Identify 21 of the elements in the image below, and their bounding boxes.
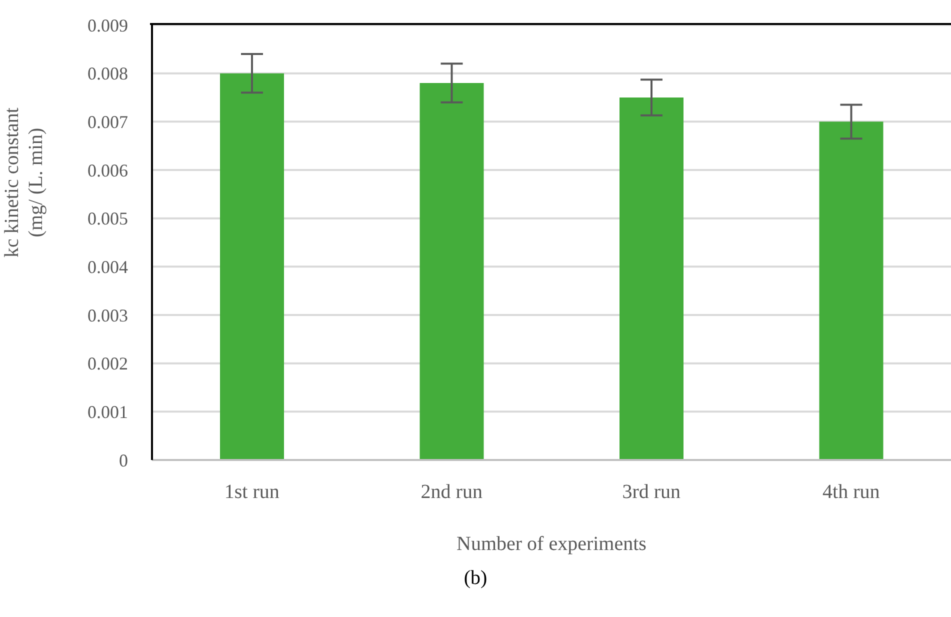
bar bbox=[620, 98, 684, 460]
y-tick-label: 0.007 bbox=[88, 112, 128, 132]
bar bbox=[420, 83, 484, 460]
y-tick-label: 0.001 bbox=[88, 402, 128, 422]
bar bbox=[220, 73, 284, 460]
x-tick-label: 4th run bbox=[822, 481, 880, 504]
y-tick-label: 0.005 bbox=[88, 208, 128, 229]
x-tick-label: 2nd run bbox=[420, 481, 482, 504]
y-tick-label: 0 bbox=[119, 450, 128, 470]
y-tick-label: 0.009 bbox=[88, 15, 128, 36]
x-tick-label: 3rd run bbox=[622, 481, 681, 504]
bar bbox=[819, 122, 884, 460]
y-tick-label: 0.006 bbox=[88, 160, 128, 180]
y-tick-label: 0.004 bbox=[88, 257, 128, 278]
y-axis-title: kc kinetic constant (mg/ (L. min) bbox=[1, 107, 47, 258]
text: (b) bbox=[462, 567, 488, 590]
x-axis-title: Number of experiments bbox=[456, 533, 647, 555]
y-tick-label: 0.002 bbox=[88, 354, 128, 374]
x-tick-label: 1st run bbox=[224, 481, 280, 504]
y-tick-label: 0.003 bbox=[88, 305, 128, 326]
y-tick-label: 0.008 bbox=[88, 64, 128, 84]
